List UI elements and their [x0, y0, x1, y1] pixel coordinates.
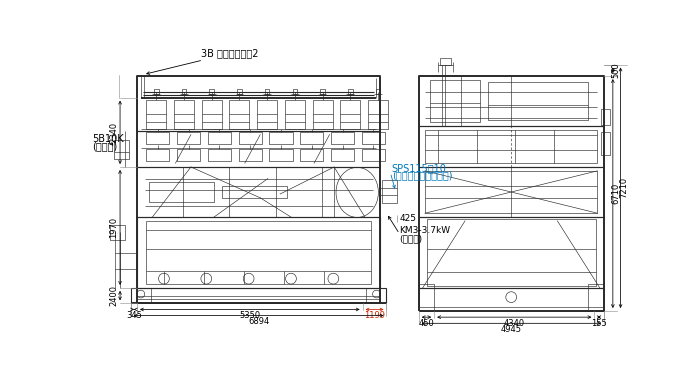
Text: 425: 425	[400, 214, 416, 223]
Text: 4945: 4945	[500, 325, 522, 334]
Text: 345: 345	[126, 311, 142, 320]
Text: 450: 450	[419, 319, 435, 328]
Text: 4340: 4340	[504, 319, 525, 328]
Text: 2340: 2340	[109, 122, 118, 143]
Text: 3B エアー抜き～2: 3B エアー抜き～2	[201, 49, 258, 58]
Text: (撹拌機): (撹拌機)	[400, 234, 423, 243]
Text: 500: 500	[611, 62, 620, 78]
Text: 5350: 5350	[239, 311, 260, 320]
Text: 1199: 1199	[364, 311, 385, 320]
Text: KM3-3.7kW: KM3-3.7kW	[400, 226, 451, 235]
Text: 1970: 1970	[109, 217, 118, 238]
Text: 2400: 2400	[109, 285, 118, 306]
Text: 5B10K: 5B10K	[92, 134, 124, 143]
Text: (ベローズ型空気パネ): (ベローズ型空気パネ)	[392, 170, 452, 180]
Text: 6710: 6710	[611, 183, 620, 204]
Text: SPS115～10: SPS115～10	[392, 163, 447, 173]
Text: 6894: 6894	[248, 317, 270, 326]
Text: 155: 155	[591, 319, 607, 328]
Text: (電磁弁): (電磁弁)	[92, 141, 118, 151]
Text: 7210: 7210	[619, 177, 628, 198]
